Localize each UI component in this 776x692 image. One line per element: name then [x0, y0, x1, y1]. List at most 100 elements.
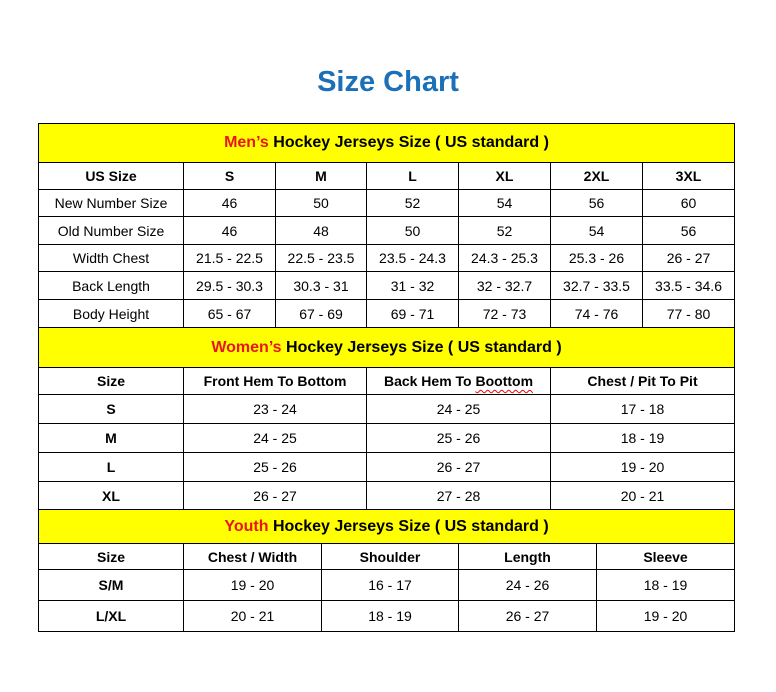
table-cell: 25 - 26: [183, 452, 367, 482]
column-header: Size: [38, 367, 184, 395]
row-label: S: [38, 394, 184, 424]
row-label: M: [38, 423, 184, 453]
column-header: L: [366, 162, 459, 190]
women-table: Women’s Hockey Jerseys Size ( US standar…: [37, 327, 736, 510]
row-label: S/M: [38, 569, 184, 601]
column-header: XL: [458, 162, 551, 190]
table-cell: 26 - 27: [366, 452, 551, 482]
spellcheck-underline: Boottom: [475, 373, 534, 389]
table-cell: 67 - 69: [275, 299, 367, 328]
table-row: Old Number Size 46 48 50 52 54 56: [38, 216, 736, 245]
column-header: Sleeve: [595, 543, 736, 570]
men-table: Men’s Hockey Jerseys Size ( US standard …: [37, 123, 736, 328]
heading-text: Hockey Jerseys Size ( US standard ): [268, 517, 549, 535]
table-cell: 22.5 - 23.5: [275, 244, 367, 272]
table-cell: 46: [183, 216, 276, 245]
table-row: XL 26 - 27 27 - 28 20 - 21: [38, 481, 736, 510]
table-cell: 19 - 20: [549, 452, 736, 482]
column-header: Chest / Pit To Pit: [549, 367, 736, 395]
table-cell: 20 - 21: [183, 600, 322, 632]
table-cell: 56: [550, 189, 643, 217]
row-label: Back Length: [38, 271, 184, 300]
table-row: S 23 - 24 24 - 25 17 - 18: [38, 394, 736, 424]
heading-accent: Women’s: [211, 338, 282, 356]
table-cell: 50: [366, 216, 459, 245]
women-section-heading: Women’s Hockey Jerseys Size ( US standar…: [37, 327, 736, 368]
table-row: Body Height 65 - 67 67 - 69 69 - 71 72 - 73 7…: [38, 299, 736, 328]
youth-section-heading: Youth Hockey Jerseys Size ( US standard …: [37, 509, 736, 544]
column-header: US Size: [38, 162, 184, 190]
header-row: Size Front Hem To Bottom Back Hem To Boott…: [38, 367, 736, 395]
table-cell: 46: [183, 189, 276, 217]
row-label: Body Height: [38, 299, 184, 328]
table-cell: 24 - 25: [183, 423, 367, 453]
size-chart: Men’s Hockey Jerseys Size ( US standard …: [37, 123, 736, 632]
table-cell: 19 - 20: [183, 569, 322, 601]
table-cell: 23 - 24: [183, 394, 367, 424]
header-row: Size Chest / Width Shoulder Length Sleeve: [38, 543, 736, 570]
heading-accent: Men’s: [224, 134, 269, 151]
table-cell: 27 - 28: [366, 481, 551, 510]
column-header: Length: [458, 543, 597, 570]
column-header: Back Hem To Boottom: [366, 367, 551, 395]
column-header: S: [183, 162, 276, 190]
table-cell: 52: [458, 216, 551, 245]
table-cell: 26 - 27: [458, 600, 597, 632]
table-cell: 18 - 19: [321, 600, 459, 632]
table-row: New Number Size 46 50 52 54 56 60: [38, 189, 736, 217]
column-header: Chest / Width: [183, 543, 322, 570]
row-label: XL: [38, 481, 184, 510]
table-cell: 29.5 - 30.3: [183, 271, 276, 300]
table-cell: 52: [366, 189, 459, 217]
table-cell: 69 - 71: [366, 299, 459, 328]
table-cell: 72 - 73: [458, 299, 551, 328]
table-cell: 25.3 - 26: [550, 244, 643, 272]
table-row: Width Chest 21.5 - 22.5 22.5 - 23.5 23.5 - …: [38, 244, 736, 272]
column-header: 2XL: [550, 162, 643, 190]
table-cell: 65 - 67: [183, 299, 276, 328]
heading-text: Hockey Jerseys Size ( US standard ): [268, 134, 549, 151]
table-cell: 17 - 18: [549, 394, 736, 424]
page-title: Size Chart: [317, 66, 459, 98]
table-cell: 60: [641, 189, 736, 217]
heading-text: Hockey Jerseys Size ( US standard ): [281, 338, 562, 356]
row-label: L: [38, 452, 184, 482]
table-cell: 54: [550, 216, 643, 245]
table-cell: 26 - 27: [641, 244, 736, 272]
row-label: New Number Size: [38, 189, 184, 217]
row-label: Old Number Size: [38, 216, 184, 245]
table-row: S/M 19 - 20 16 - 17 24 - 26 18 - 19: [38, 569, 736, 601]
table-row: L/XL 20 - 21 18 - 19 26 - 27 19 - 20: [38, 600, 736, 632]
table-cell: 23.5 - 24.3: [366, 244, 459, 272]
table-cell: 24.3 - 25.3: [458, 244, 551, 272]
table-cell: 21.5 - 22.5: [183, 244, 276, 272]
table-cell: 50: [275, 189, 367, 217]
youth-table: Youth Hockey Jerseys Size ( US standard …: [37, 509, 736, 632]
table-cell: 30.3 - 31: [275, 271, 367, 300]
table-cell: 54: [458, 189, 551, 217]
table-cell: 77 - 80: [641, 299, 736, 328]
row-label: L/XL: [38, 600, 184, 632]
column-header: Size: [38, 543, 184, 570]
table-cell: 24 - 25: [366, 394, 551, 424]
table-cell: 18 - 19: [549, 423, 736, 453]
table-cell: 24 - 26: [458, 569, 597, 601]
column-header: M: [275, 162, 367, 190]
table-cell: 56: [641, 216, 736, 245]
header-row: US Size S M L XL 2XL 3XL: [38, 162, 736, 190]
table-cell: 25 - 26: [366, 423, 551, 453]
column-header: Shoulder: [321, 543, 459, 570]
table-cell: 32 - 32.7: [458, 271, 551, 300]
table-cell: 18 - 19: [595, 569, 736, 601]
row-label: Width Chest: [38, 244, 184, 272]
table-cell: 33.5 - 34.6: [641, 271, 736, 300]
table-row: M 24 - 25 25 - 26 18 - 19: [38, 423, 736, 453]
table-cell: 32.7 - 33.5: [550, 271, 643, 300]
column-header: Front Hem To Bottom: [183, 367, 367, 395]
table-cell: 20 - 21: [549, 481, 736, 510]
heading-accent: Youth: [224, 517, 269, 535]
table-cell: 19 - 20: [595, 600, 736, 632]
table-cell: 74 - 76: [550, 299, 643, 328]
table-cell: 48: [275, 216, 367, 245]
table-cell: 16 - 17: [321, 569, 459, 601]
